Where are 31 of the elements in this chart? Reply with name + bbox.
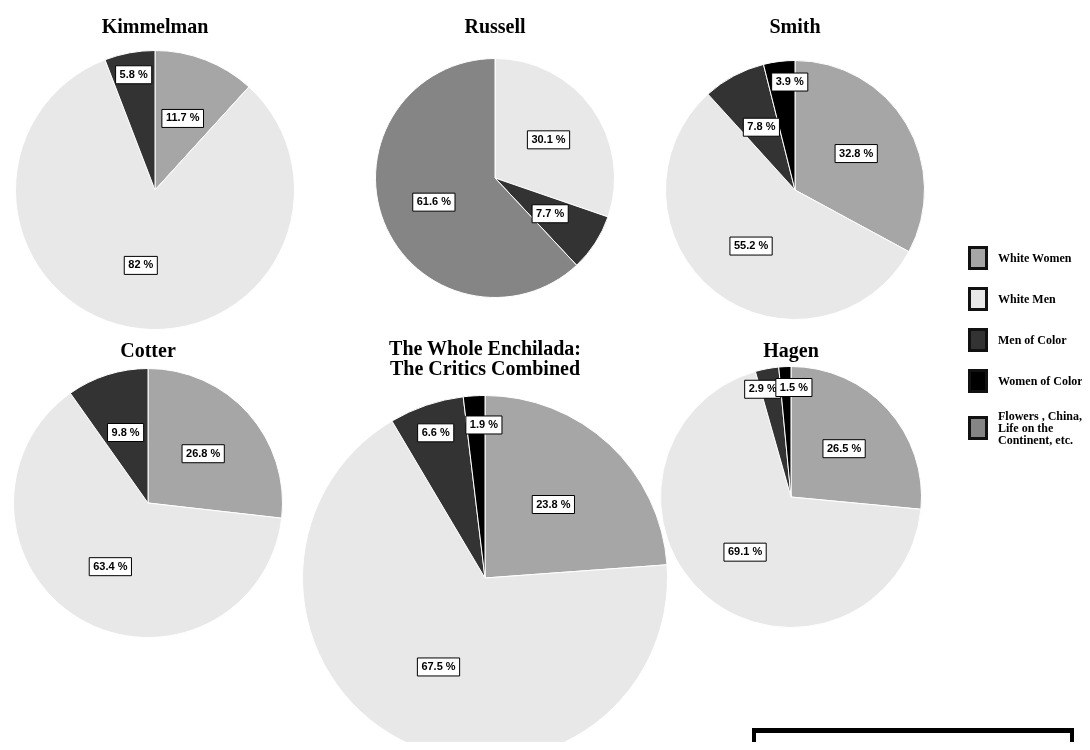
data-label: 67.5 % (421, 659, 456, 672)
data-label: 63.4 % (93, 559, 128, 572)
legend-label: Flowers , China, Life on the Continent, etc. (998, 409, 1083, 447)
data-label: 7.8 % (747, 120, 776, 133)
chart-title: Hagen (763, 339, 819, 361)
data-label: 32.8 % (839, 146, 874, 159)
chart-title: Russell (463, 15, 527, 37)
data-label: 6.6 % (421, 425, 450, 438)
data-label: 69.1 % (727, 545, 763, 558)
data-label: 82 % (128, 258, 154, 271)
chart-title: Smith (768, 15, 822, 37)
data-label: 11.7 % (165, 111, 200, 124)
data-label: 1.9 % (469, 418, 499, 431)
data-label: 1.5 % (779, 380, 809, 393)
legend-label: White Men (998, 292, 1056, 306)
data-label: 26.5 % (826, 441, 862, 454)
legend-label: Women of Color (998, 374, 1083, 388)
data-label: 61.6 % (416, 195, 452, 208)
legend-label: Men of Color (998, 333, 1067, 347)
data-label: 3.9 % (775, 75, 805, 88)
data-label: 23.8 % (536, 497, 571, 510)
data-label: 30.1 % (531, 132, 566, 145)
chart-title: Kimmelman (100, 15, 210, 37)
legend-label: White Women (998, 251, 1072, 265)
data-label: 55.2 % (733, 239, 769, 252)
data-label: 7.7 % (536, 206, 565, 219)
data-label: 5.8 % (119, 67, 148, 80)
chart-title: Cotter (119, 339, 177, 361)
chart-title: The Whole Enchilada: The Critics Combined (389, 337, 581, 379)
data-label: 26.8 % (186, 446, 221, 459)
data-label: 9.8 % (111, 425, 140, 438)
